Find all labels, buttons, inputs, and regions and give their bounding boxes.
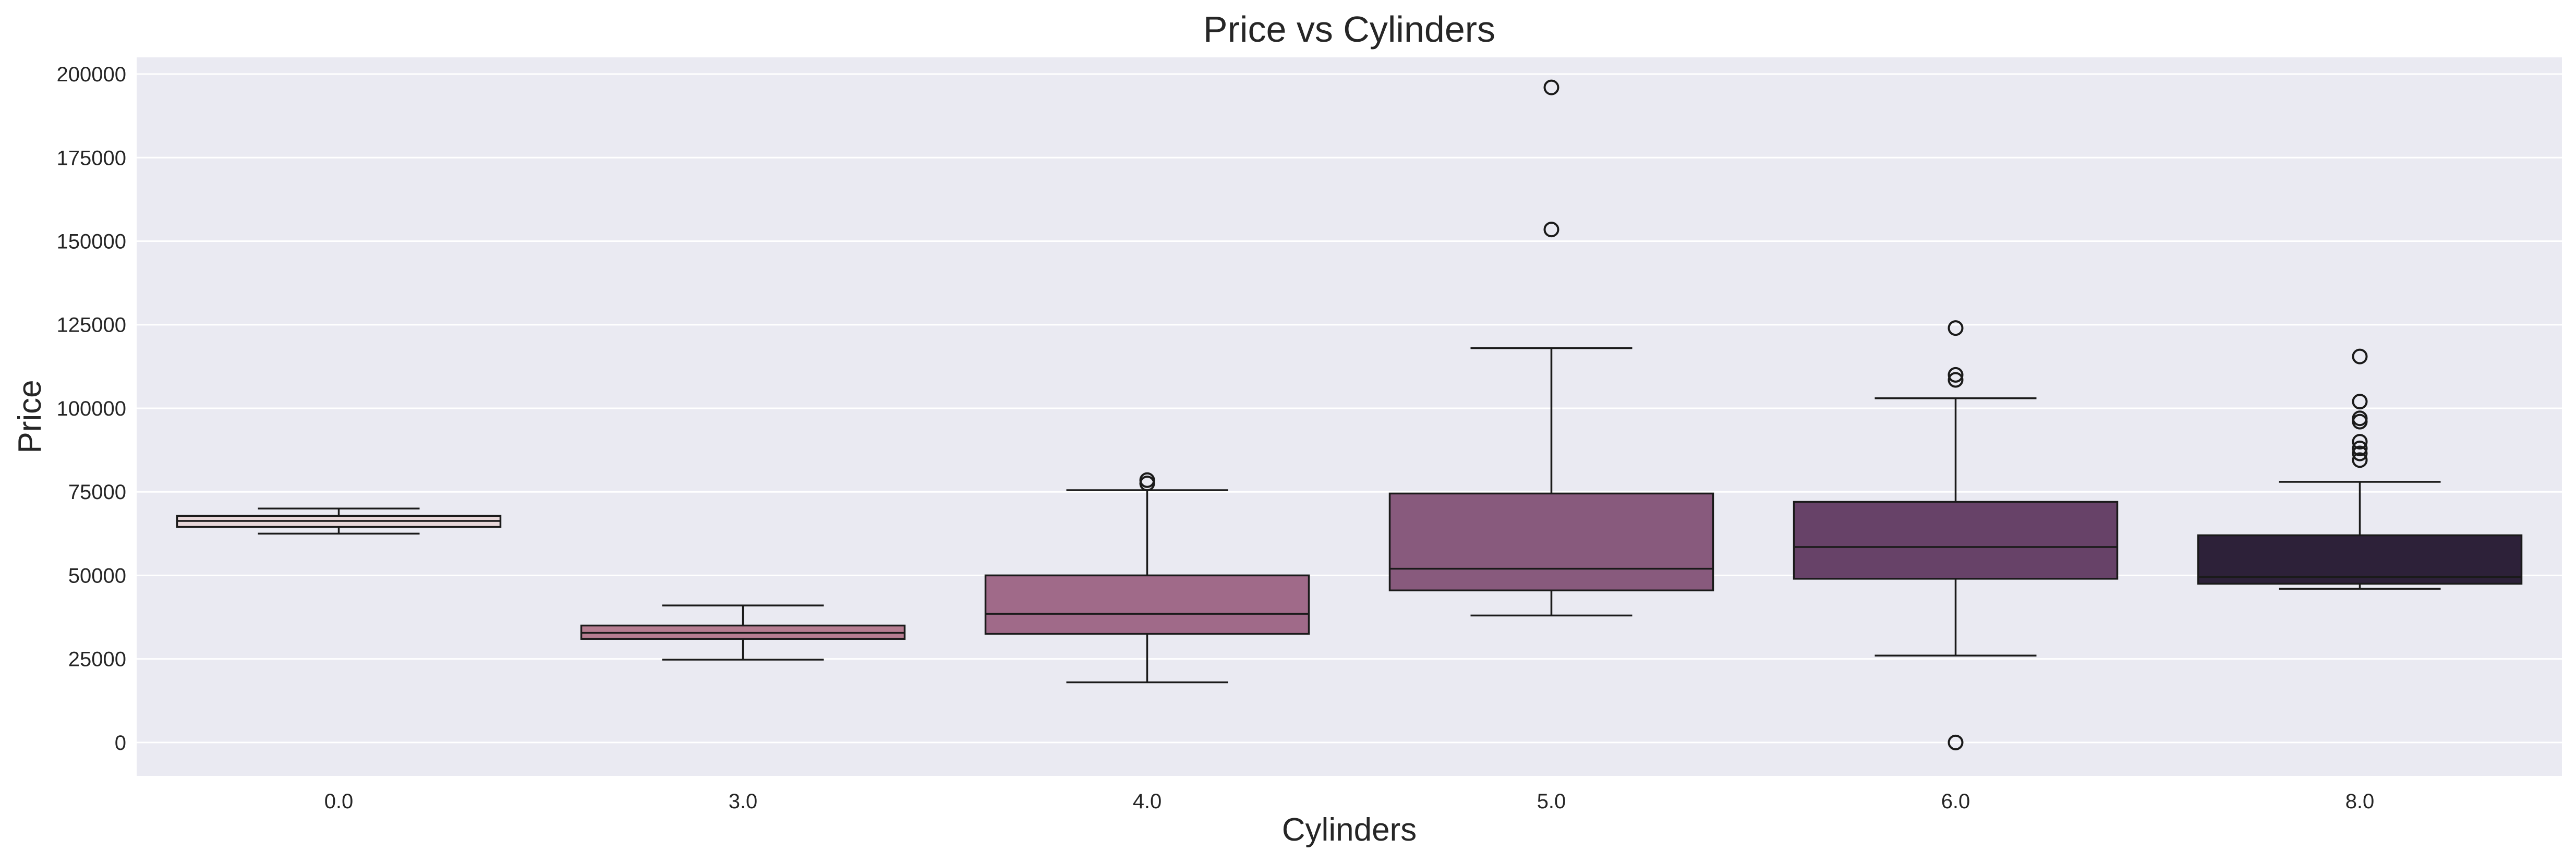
y-tick-labels: 0 25000 50000 75000 100000 125000 150000 175000…	[57, 63, 126, 755]
y-tick-label: 150000	[57, 230, 126, 253]
y-tick-label: 100000	[57, 397, 126, 420]
outlier-point	[2352, 410, 2368, 427]
x-tick-label: 4.0	[1133, 790, 1162, 813]
outlier-point	[1948, 367, 1964, 383]
y-axis-label: Price	[12, 380, 48, 453]
x-tick-label: 3.0	[729, 790, 758, 813]
outlier-point	[2352, 348, 2368, 364]
x-tick-label: 8.0	[2345, 790, 2375, 813]
y-tick-label: 200000	[57, 63, 126, 86]
outlier-point	[1543, 222, 1559, 238]
x-tick-label: 5.0	[1537, 790, 1566, 813]
x-tick-labels: 0.0 3.0 4.0 5.0 6.0 8.0	[324, 790, 2375, 813]
outlier-point	[2352, 445, 2368, 461]
outlier-point	[1948, 372, 1964, 388]
outlier-point	[2352, 394, 2368, 410]
outlier-point	[2352, 440, 2368, 456]
box-iqr	[1388, 492, 1714, 592]
boxes	[176, 79, 2523, 750]
box-group-8.0	[2197, 348, 2523, 590]
box-group-5.0	[1388, 79, 1714, 617]
x-tick-label: 6.0	[1941, 790, 1970, 813]
outlier-point	[1139, 472, 1155, 488]
y-tick-label: 175000	[57, 147, 126, 169]
box-group-6.0	[1793, 320, 2119, 750]
box-group-3.0	[580, 604, 906, 661]
box-group-4.0	[984, 472, 1310, 684]
y-tick-label: 75000	[68, 481, 126, 504]
outlier-point	[1543, 79, 1559, 95]
plot-area	[137, 57, 2562, 776]
y-tick-label: 0	[115, 732, 126, 755]
y-tick-label: 125000	[57, 314, 126, 337]
box-group-0.0	[176, 507, 502, 535]
outlier-point	[2352, 434, 2368, 450]
y-tick-label: 25000	[68, 648, 126, 671]
outlier-point	[2352, 452, 2368, 468]
box-iqr	[2197, 534, 2523, 585]
y-tick-label: 50000	[68, 564, 126, 587]
grid-lines	[137, 73, 2562, 744]
x-tick-label: 0.0	[324, 790, 354, 813]
chart-title: Price vs Cylinders	[1203, 9, 1495, 50]
x-axis-label: Cylinders	[1282, 812, 1417, 848]
outlier-point	[1948, 734, 1964, 750]
box-iqr	[984, 574, 1310, 635]
box-iqr	[1793, 501, 2119, 580]
outlier-point	[1948, 320, 1964, 336]
